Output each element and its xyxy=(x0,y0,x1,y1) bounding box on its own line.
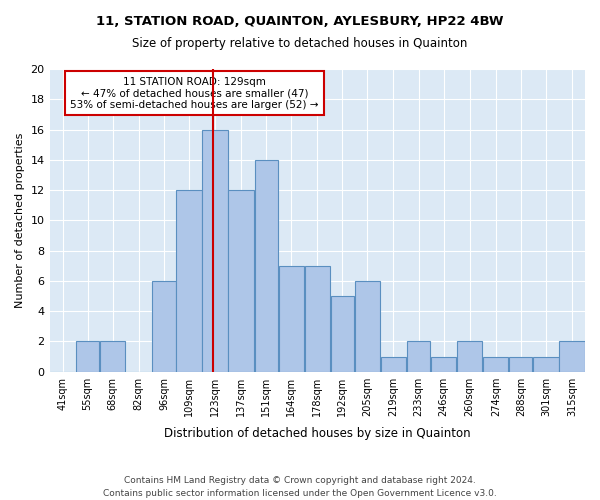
Bar xyxy=(100,342,125,372)
Bar xyxy=(355,281,380,372)
Bar xyxy=(254,160,278,372)
Bar xyxy=(331,296,354,372)
Bar xyxy=(305,266,330,372)
Bar xyxy=(176,190,202,372)
Text: 11 STATION ROAD: 129sqm
← 47% of detached houses are smaller (47)
53% of semi-de: 11 STATION ROAD: 129sqm ← 47% of detache… xyxy=(70,76,319,110)
Y-axis label: Number of detached properties: Number of detached properties xyxy=(15,132,25,308)
Text: 11, STATION ROAD, QUAINTON, AYLESBURY, HP22 4BW: 11, STATION ROAD, QUAINTON, AYLESBURY, H… xyxy=(96,15,504,28)
Text: Contains public sector information licensed under the Open Government Licence v3: Contains public sector information licen… xyxy=(103,488,497,498)
X-axis label: Distribution of detached houses by size in Quainton: Distribution of detached houses by size … xyxy=(164,427,470,440)
Bar xyxy=(431,356,456,372)
Bar xyxy=(229,190,254,372)
Bar xyxy=(407,342,430,372)
Bar xyxy=(202,130,227,372)
Bar xyxy=(509,356,532,372)
Text: Contains HM Land Registry data © Crown copyright and database right 2024.: Contains HM Land Registry data © Crown c… xyxy=(124,476,476,485)
Bar xyxy=(559,342,584,372)
Bar xyxy=(76,342,99,372)
Text: Size of property relative to detached houses in Quainton: Size of property relative to detached ho… xyxy=(133,38,467,51)
Bar xyxy=(152,281,176,372)
Bar xyxy=(457,342,482,372)
Bar xyxy=(533,356,559,372)
Bar xyxy=(483,356,508,372)
Bar xyxy=(278,266,304,372)
Bar xyxy=(381,356,406,372)
